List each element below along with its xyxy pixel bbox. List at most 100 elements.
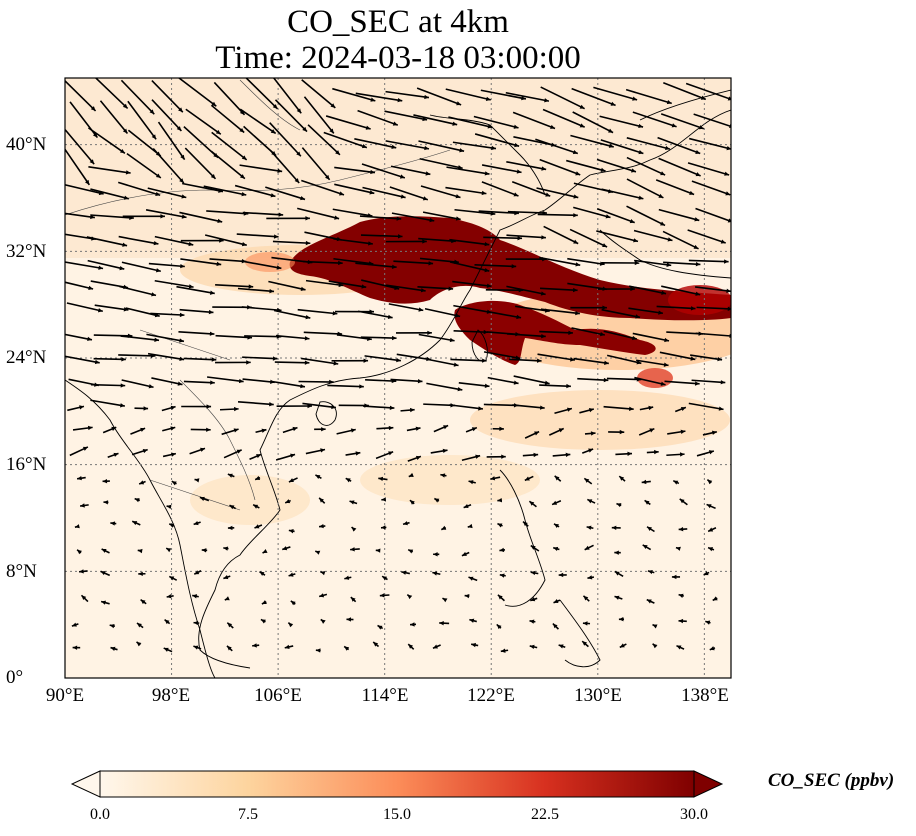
wind-vector-head <box>241 155 247 160</box>
wind-vector-shaft <box>385 90 430 99</box>
wind-vector-shaft <box>301 179 345 196</box>
wind-vector-shaft <box>391 212 435 222</box>
wind-vector-head <box>87 425 93 431</box>
wind-vector-head <box>179 338 184 343</box>
wind-vector-head <box>630 286 635 292</box>
wind-vector-head <box>425 171 431 176</box>
wind-vector-head <box>329 379 334 385</box>
wind-vector-shaft <box>695 207 731 223</box>
wind-vector-head <box>319 523 324 529</box>
wind-vector-head <box>680 406 686 412</box>
wind-vector-shaft <box>601 188 644 200</box>
wind-vector-shaft <box>426 382 463 391</box>
wind-vector-shaft <box>513 375 550 385</box>
wind-vector-head <box>294 178 300 183</box>
lat-tick-40n: 40°N <box>6 134 47 155</box>
wind-vector-head <box>708 527 714 532</box>
wind-vector-head <box>513 124 519 129</box>
wind-vector-shaft <box>90 188 129 200</box>
chart-subtitle: Time: 2024-03-18 03:00:00 <box>215 40 581 76</box>
wind-vector-head <box>583 595 589 601</box>
wind-vector-head <box>142 448 148 454</box>
wind-vector-head <box>484 267 490 273</box>
wind-vector-shaft <box>334 183 375 195</box>
wind-vector-head <box>94 359 100 365</box>
wind-vector-head <box>646 599 652 604</box>
lon-tick-122e: 122°E <box>467 685 515 706</box>
wind-vector-head <box>153 240 159 246</box>
wind-vector-head <box>248 284 254 289</box>
wind-vector-head <box>647 526 652 532</box>
wind-vector-head <box>720 380 726 385</box>
wind-vector-shaft <box>204 234 247 246</box>
wind-vector-head <box>726 145 731 151</box>
wind-vector-shaft <box>445 88 491 101</box>
wind-vector-shaft <box>396 353 432 361</box>
wind-vector-head <box>285 499 291 504</box>
wind-vector-shaft <box>603 330 638 340</box>
wind-vector-head <box>647 569 653 575</box>
wind-vector-head <box>631 335 637 341</box>
wind-vector-shaft <box>634 376 666 386</box>
wind-vector-shaft <box>237 287 275 293</box>
wind-vector-head <box>155 173 161 178</box>
wind-vector-head <box>616 503 622 508</box>
wind-vector-head <box>72 645 78 650</box>
wind-vector-shaft <box>239 164 283 173</box>
wind-vector-shaft <box>307 124 341 156</box>
wind-vector-shaft <box>355 262 397 269</box>
wind-vector-head <box>369 190 375 195</box>
wind-vector-head <box>484 241 490 247</box>
wind-vector-head <box>349 500 355 505</box>
map-frame <box>64 77 732 679</box>
wind-vector-head <box>709 646 715 651</box>
wind-vector-shaft <box>127 100 157 140</box>
wind-vector-head <box>690 356 696 361</box>
wind-vector-shaft <box>244 335 282 338</box>
wind-vector-shaft <box>512 111 556 130</box>
wind-vector-head <box>377 625 383 630</box>
wind-vector-shaft <box>693 113 731 128</box>
wind-vector-head <box>665 145 670 151</box>
wind-vector-shaft <box>65 183 104 195</box>
wind-vector-shaft <box>691 379 726 384</box>
wind-vector-head <box>499 573 505 578</box>
wind-vector-head <box>453 362 459 367</box>
wind-vector-head <box>217 218 223 224</box>
wind-vector-head <box>241 191 247 197</box>
wind-vector-head <box>497 594 503 600</box>
wind-vector-head <box>136 623 142 628</box>
wind-vector-head <box>725 191 731 196</box>
wind-vector-head <box>432 571 438 576</box>
wind-vector-head <box>368 241 373 246</box>
wind-vector-head <box>629 219 635 224</box>
wind-vector-head <box>678 593 684 598</box>
wind-vector-head <box>497 498 503 503</box>
wind-vector-head <box>558 428 564 433</box>
wind-vector-head <box>169 576 175 581</box>
wind-vector-shaft <box>420 185 461 199</box>
wind-vector-head <box>573 239 579 244</box>
wind-vector-head <box>690 306 696 311</box>
wind-vector-shaft <box>90 383 126 387</box>
wind-vector-head <box>611 525 617 530</box>
wind-vector-head <box>335 150 340 155</box>
wind-vector-shaft <box>663 261 701 266</box>
wind-vector-head <box>320 448 326 453</box>
wind-vector-head <box>331 404 336 410</box>
wind-vector-head <box>455 194 461 199</box>
wind-vector-shaft <box>540 287 578 292</box>
wind-vector-shaft <box>354 138 397 149</box>
wind-vector-head <box>338 282 344 288</box>
wind-vector-shaft <box>539 158 581 176</box>
wind-vector-head <box>590 431 596 436</box>
wind-vector-head <box>679 498 685 504</box>
wind-vector-head <box>224 596 230 601</box>
wind-vector-head <box>663 362 669 367</box>
wind-vector-head <box>545 192 551 197</box>
wind-vector-head <box>553 546 559 552</box>
wind-vector-head <box>98 265 104 270</box>
wind-vector-head <box>151 292 157 297</box>
wind-vector-head <box>338 260 343 266</box>
wind-vector-shaft <box>327 384 364 388</box>
